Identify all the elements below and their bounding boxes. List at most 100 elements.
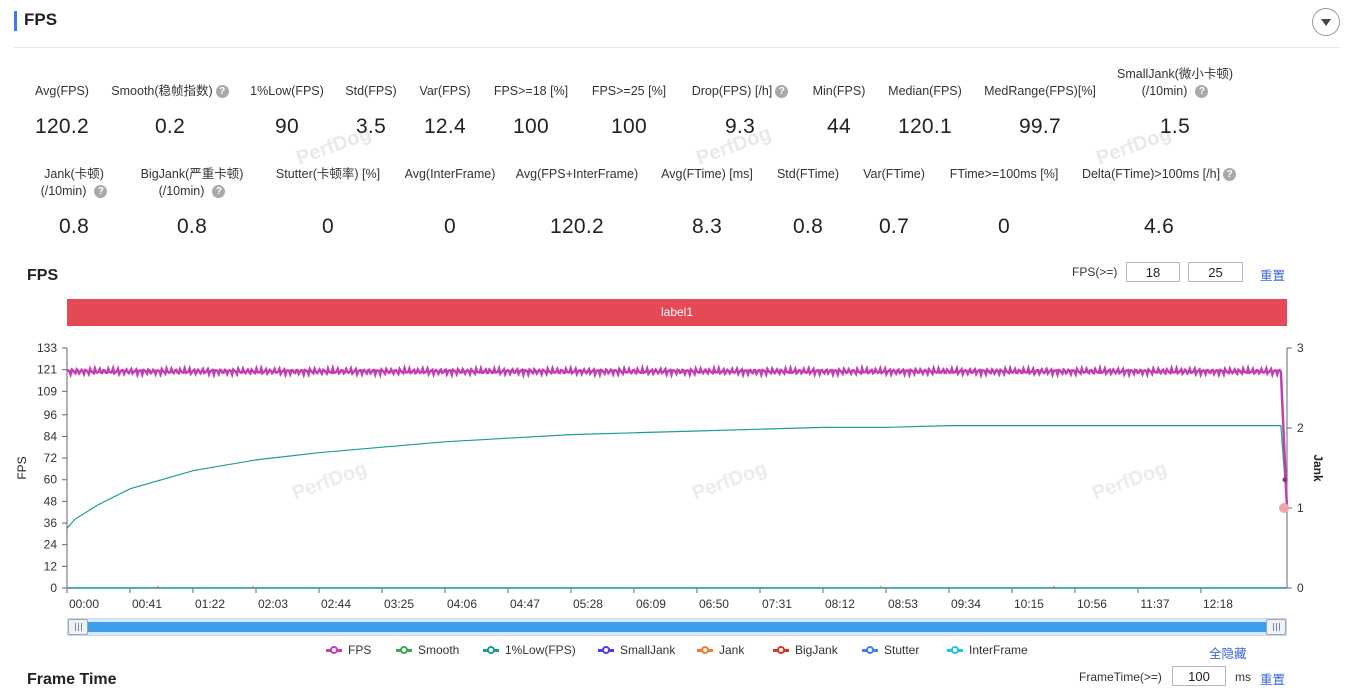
chart-watermark: PerfDog [689,457,770,504]
metric-value: 0.2 [154,115,186,138]
metric-label-line2: (/10min)? [1095,83,1255,100]
frametime-unit: ms [1235,670,1251,684]
legend-item[interactable]: 1%Low(FPS) [483,643,576,657]
legend-swatch-icon [947,646,963,654]
x-tick-label: 10:56 [1077,597,1107,611]
range-handle-right[interactable] [1266,619,1286,635]
x-tick-label: 02:03 [258,597,288,611]
help-icon[interactable]: ? [1195,85,1209,99]
y2-axis-title: Jank [1311,454,1325,482]
metric-label-text: Var(FPS) [419,84,471,98]
fps-end-marker [1282,477,1288,483]
legend-item[interactable]: Stutter [862,643,919,657]
legend-label: BigJank [795,643,838,657]
x-tick-label: 06:50 [699,597,729,611]
metric-label-text: Avg(FTime) [ms] [661,167,753,181]
metric-value: 0.8 [792,215,824,238]
metric-label-line2: (/10min)? [112,183,272,200]
metric: Median(FPS) 120.1 [845,83,1005,138]
x-tick-label: 04:06 [447,597,477,611]
fps-threshold-label: FPS(>=) [1072,265,1118,279]
metric-label-text: Std(FPS) [345,84,397,98]
x-tick-label: 09:34 [951,597,981,611]
metric: Smooth(稳帧指数)? 0.2 [90,83,250,138]
metric: MedRange(FPS)[%] 99.7 [960,83,1120,138]
legend-item[interactable]: BigJank [773,643,838,657]
help-icon[interactable]: ? [94,185,108,199]
legend-item[interactable]: Jank [697,643,744,657]
frametime-reset-link[interactable]: 重置 [1260,673,1286,687]
range-handle-left[interactable] [68,619,88,635]
help-icon[interactable]: ? [1223,168,1237,181]
y-tick-label: 121 [37,363,57,377]
metric-label: Min(FPS) [759,83,919,100]
metric-label: FPS>=18 [%] [451,83,611,100]
legend-item[interactable]: FPS [326,643,371,657]
metric-label-text: FTime>=100ms [%] [949,167,1059,181]
metric-value: 100 [513,115,549,138]
collapse-button[interactable] [1312,8,1340,36]
metric: 1%Low(FPS) 90 [207,83,367,138]
y-tick-label: 109 [37,384,57,398]
x-tick-label: 02:44 [321,597,351,611]
metric-label: Var(FPS) [365,83,525,100]
fps-threshold-1-input[interactable] [1126,262,1180,282]
metric-label: Std(FTime) [728,166,888,183]
frametime-threshold-input[interactable] [1172,666,1226,686]
help-icon[interactable]: ? [212,185,226,199]
metric-label-unit: (/10min) [40,184,87,198]
fps-threshold-2-input[interactable] [1188,262,1243,282]
legend-swatch-icon [773,646,789,654]
metric-value: 120.2 [34,115,90,138]
metric: Stutter(卡顿率) [%] 0 [248,166,408,238]
range-slider[interactable] [67,618,1287,636]
metric-label-unit: (/10min) [158,184,205,198]
legend-item[interactable]: Smooth [396,643,459,657]
fps-reset-link[interactable]: 重置 [1260,269,1286,283]
help-icon[interactable]: ? [775,85,789,98]
x-tick-label: 01:22 [195,597,225,611]
range-slider-fill [78,622,1276,632]
metric-value: 44 [827,115,851,138]
legend-label: InterFrame [969,643,1028,657]
metric: Std(FTime) 0.8 [728,166,888,238]
metric-value: 8.3 [691,215,723,238]
hide-all-link[interactable]: 全隐藏 [1209,647,1247,661]
metric-value: 0.8 [58,215,90,238]
help-icon[interactable]: ? [215,85,229,98]
metric: Delta(FTime)>100ms [/h]? 4.6 [1079,166,1239,238]
legend-item[interactable]: InterFrame [947,643,1028,657]
metric-label-text: Avg(FPS+InterFrame) [515,167,639,181]
legend-swatch-icon [483,646,499,654]
metric-label-text: FPS>=25 [%] [591,84,667,98]
metric: Avg(FTime) [ms] 8.3 [627,166,787,238]
metric-label-text: FPS>=18 [%] [493,84,569,98]
metric-label: Std(FPS) [291,83,451,100]
legend-item[interactable]: SmallJank [598,643,675,657]
metric-value: 9.3 [724,115,756,138]
legend-label: 1%Low(FPS) [505,643,576,657]
metric: Jank(卡顿) (/10min)? 0.8 [0,166,154,238]
x-tick-label: 08:53 [888,597,918,611]
metric: Avg(FPS) 120.2 [0,83,142,138]
legend-swatch-icon [598,646,614,654]
metric-label: 1%Low(FPS) [207,83,367,100]
metric-label: BigJank(严重卡顿) (/10min)? [112,166,272,200]
metric: Drop(FPS) [/h]? 9.3 [660,83,820,138]
metric-value: 12.4 [423,115,467,138]
metric-label: FPS>=25 [%] [549,83,709,100]
legend-swatch-icon [396,646,412,654]
metric-label: Var(FTime) [814,166,974,183]
metric-label: Avg(InterFrame) [370,166,530,183]
label-band[interactable]: label1 [67,299,1287,326]
metric-label: Avg(FPS) [0,83,142,100]
metric-label: Delta(FTime)>100ms [/h]? [1079,166,1239,183]
metric-label: Smooth(稳帧指数)? [90,83,250,100]
metric-label-text: MedRange(FPS)[%] [984,84,1096,98]
metric: Min(FPS) 44 [759,83,919,138]
metric: Avg(InterFrame) 0 [370,166,530,238]
y-tick-label: 24 [44,538,58,552]
metric: Var(FPS) 12.4 [365,83,525,138]
metric-label-text: Std(FTime) [776,167,840,181]
